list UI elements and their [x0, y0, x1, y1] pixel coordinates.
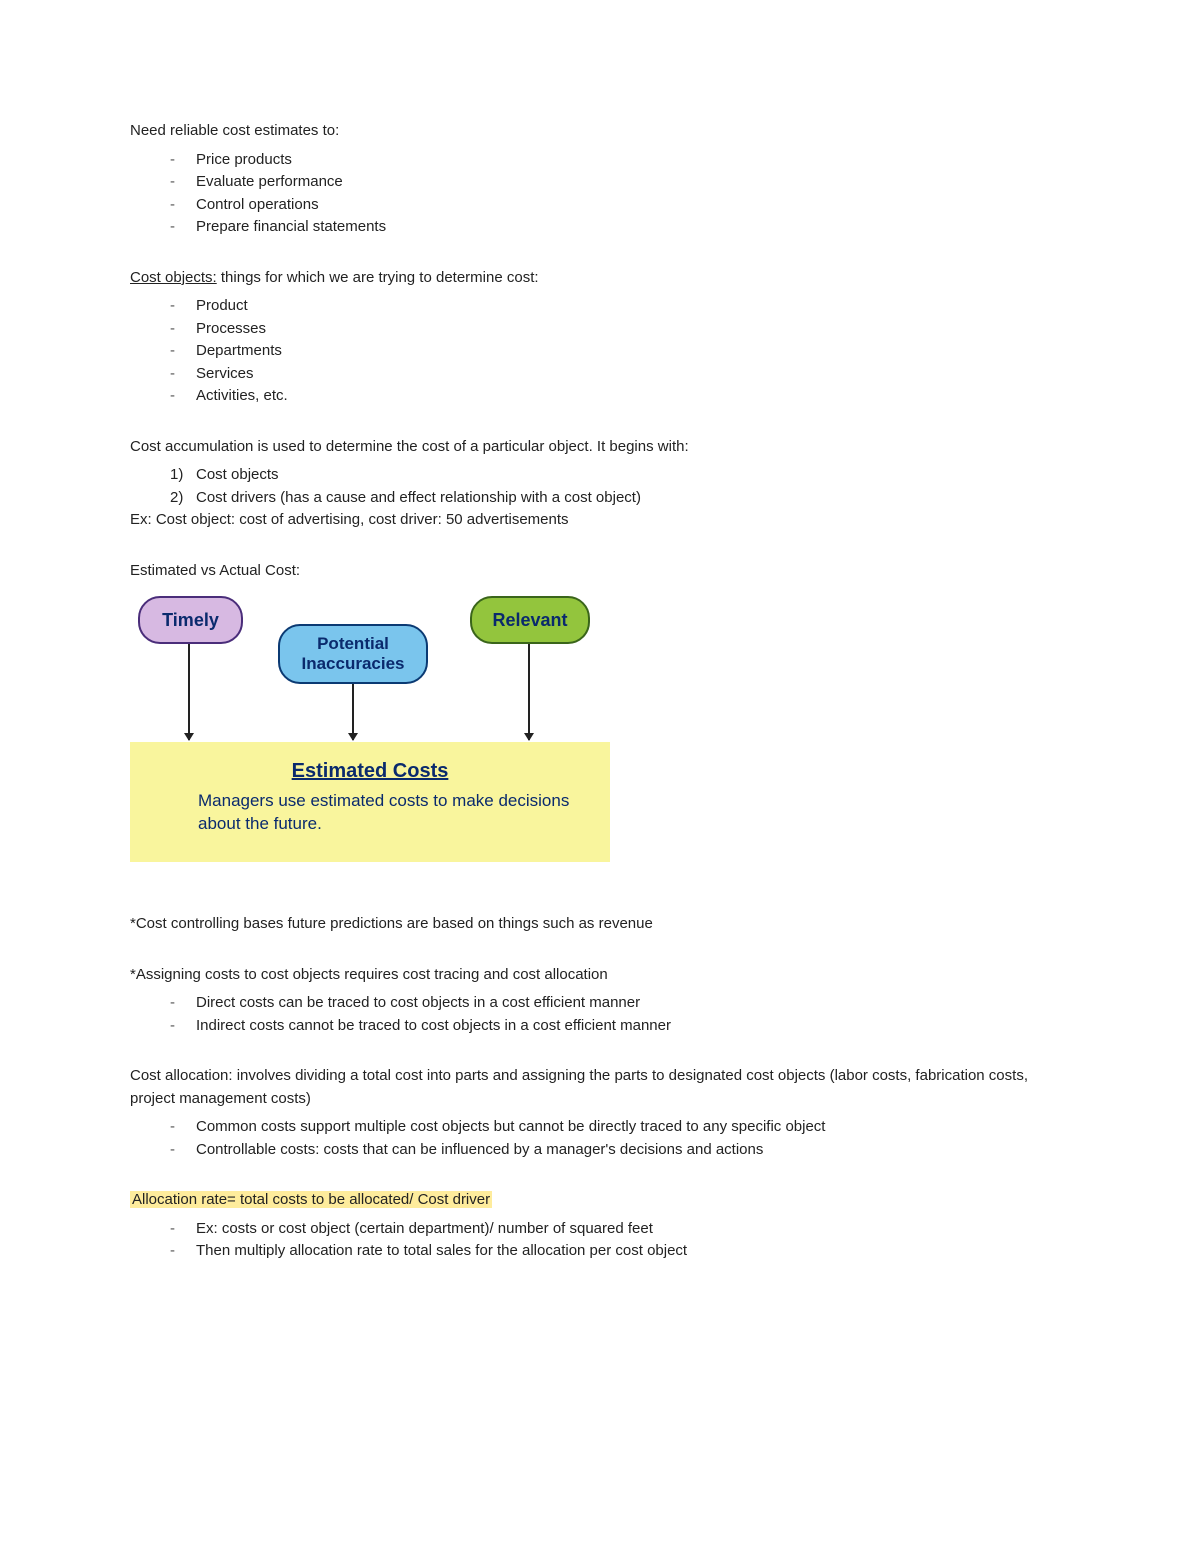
heading: Estimated vs Actual Cost: [130, 560, 1070, 583]
paragraph: Need reliable cost estimates to: [130, 120, 1070, 143]
paragraph: Cost allocation: involves dividing a tot… [130, 1065, 1070, 1110]
highlighted-formula: Allocation rate= total costs to be alloc… [130, 1191, 492, 1208]
list-item: 1)Cost objects [170, 464, 1070, 487]
section-cost-controlling: *Cost controlling bases future predictio… [130, 913, 1070, 936]
section-assigning-costs: *Assigning costs to cost objects require… [130, 964, 1070, 1038]
section-cost-allocation: Cost allocation: involves dividing a tot… [130, 1065, 1070, 1161]
section-cost-objects: Cost objects: things for which we are tr… [130, 267, 1070, 408]
arrow-icon [352, 684, 354, 740]
list-item: 2)Cost drivers (has a cause and effect r… [170, 487, 1070, 510]
paragraph: Allocation rate= total costs to be alloc… [130, 1189, 1070, 1212]
list: Price products Evaluate performance Cont… [170, 149, 1070, 239]
list: Common costs support multiple cost objec… [170, 1116, 1070, 1161]
text: things for which we are trying to determ… [217, 269, 539, 286]
example-line: Ex: Cost object: cost of advertising, co… [130, 509, 1070, 532]
paragraph: *Cost controlling bases future predictio… [130, 913, 1070, 936]
section-estimated-vs-actual-heading: Estimated vs Actual Cost: [130, 560, 1070, 583]
list-item: Then multiply allocation rate to total s… [170, 1240, 1070, 1263]
paragraph: Cost objects: things for which we are tr… [130, 267, 1070, 290]
list-item: Evaluate performance [170, 171, 1070, 194]
bubble-relevant: Relevant [470, 596, 590, 644]
list-item: Controllable costs: costs that can be in… [170, 1139, 1070, 1162]
bubble-potential-inaccuracies: Potential Inaccuracies [278, 624, 428, 684]
list-item: Departments [170, 340, 1070, 363]
list: Product Processes Departments Services A… [170, 295, 1070, 408]
bubble-timely: Timely [138, 596, 243, 644]
document-page: Need reliable cost estimates to: Price p… [0, 0, 1200, 1553]
section-cost-estimates: Need reliable cost estimates to: Price p… [130, 120, 1070, 239]
list-item: Indirect costs cannot be traced to cost … [170, 1015, 1070, 1038]
ordered-list: 1)Cost objects 2)Cost drivers (has a cau… [170, 464, 1070, 509]
paragraph: *Assigning costs to cost objects require… [130, 964, 1070, 987]
arrow-icon [528, 644, 530, 740]
estimated-costs-box: Estimated Costs Managers use estimated c… [130, 742, 610, 862]
arrow-icon [188, 644, 190, 740]
list-item: Services [170, 363, 1070, 386]
list-item: Prepare financial statements [170, 216, 1070, 239]
term-cost-objects: Cost objects: [130, 269, 217, 286]
section-allocation-rate: Allocation rate= total costs to be alloc… [130, 1189, 1070, 1263]
box-title: Estimated Costs [158, 756, 582, 786]
list-item: Product [170, 295, 1070, 318]
list-item: Control operations [170, 194, 1070, 217]
section-cost-accumulation: Cost accumulation is used to determine t… [130, 436, 1070, 532]
paragraph: Cost accumulation is used to determine t… [130, 436, 1070, 459]
list-item: Activities, etc. [170, 385, 1070, 408]
list-item: Common costs support multiple cost objec… [170, 1116, 1070, 1139]
list-item: Ex: costs or cost object (certain depart… [170, 1218, 1070, 1241]
list-item: Processes [170, 318, 1070, 341]
list-item: Direct costs can be traced to cost objec… [170, 992, 1070, 1015]
list: Direct costs can be traced to cost objec… [170, 992, 1070, 1037]
list: Ex: costs or cost object (certain depart… [170, 1218, 1070, 1263]
list-item: Price products [170, 149, 1070, 172]
box-description: Managers use estimated costs to make dec… [158, 790, 582, 836]
estimated-costs-diagram: Timely Potential Inaccuracies Relevant E… [130, 592, 610, 877]
